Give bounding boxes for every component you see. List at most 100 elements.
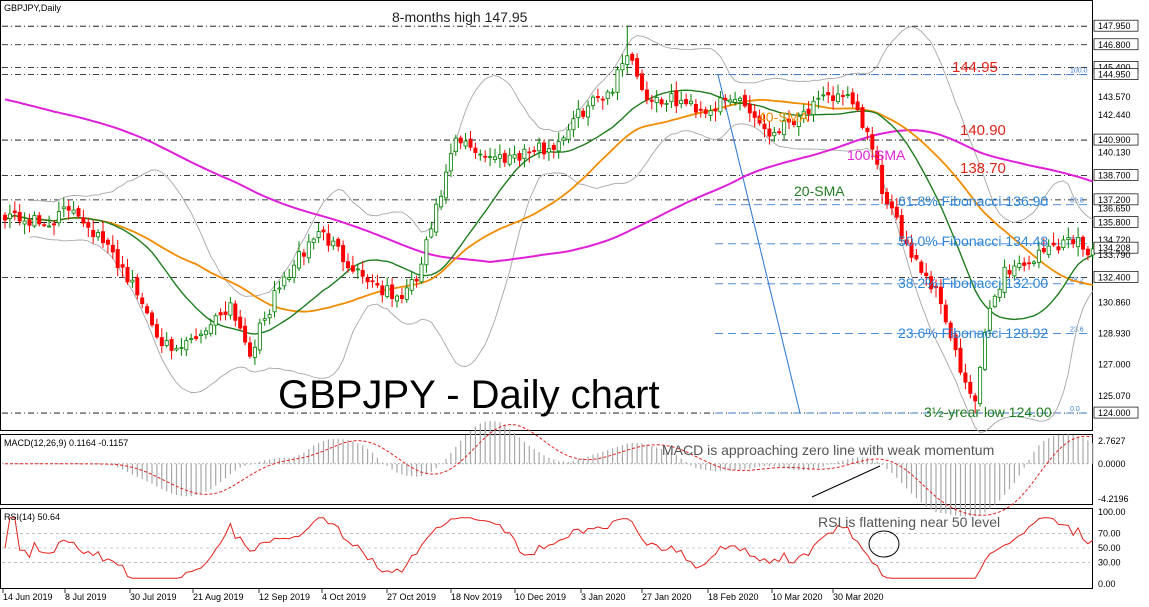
candle-body	[267, 314, 272, 319]
candle-body	[551, 144, 556, 150]
candle-body	[1036, 249, 1041, 263]
candle-body	[32, 215, 37, 227]
macd-pane-frame	[0, 434, 1093, 505]
candle-body	[845, 94, 850, 97]
price-axis-tick-label: 125.070	[1098, 391, 1131, 401]
date-axis-label: 21 Aug 2019	[193, 592, 244, 602]
candle-body	[850, 92, 855, 105]
candle-body	[296, 251, 301, 269]
rsi-pane-frame	[0, 508, 1093, 589]
rsi-axis-tick-label: 100.00	[1098, 507, 1126, 517]
fib-label-61-8: 61.8% Fibonacci 136.90	[898, 193, 1048, 209]
candle-body	[742, 95, 747, 107]
annotation-resistance-144-95: 144.95	[952, 59, 998, 76]
candle-body	[1085, 248, 1090, 256]
fibonacci-percent-label: 61.8	[1070, 198, 1084, 205]
fibonacci-levels-group: 100.061.850.038.223.60.0	[715, 68, 1088, 414]
candle-body	[968, 381, 973, 394]
candle-body	[492, 156, 497, 160]
candle-body	[42, 224, 47, 227]
candle-body	[963, 372, 968, 383]
rsi-highlight-circle	[868, 530, 900, 558]
candle-body	[331, 240, 336, 247]
candle-body	[997, 288, 1002, 298]
price-pane-frame	[0, 0, 1093, 431]
price-axis-tick-label: 136.650	[1098, 204, 1131, 214]
label-100-sma: 100-SMA	[847, 147, 906, 163]
candle-body	[66, 206, 71, 211]
price-axis-tick-label: 147.950	[1098, 21, 1131, 31]
candle-body	[174, 347, 179, 351]
candle-body	[978, 367, 983, 405]
candle-body	[194, 336, 199, 340]
candle-body	[1051, 242, 1056, 246]
candle-body	[458, 137, 463, 144]
date-axis-label: 12 Sep 2019	[259, 592, 310, 602]
candle-body	[571, 118, 576, 131]
price-axis-tag-box	[1093, 241, 1139, 254]
candle-body	[1071, 239, 1076, 245]
candle-body	[757, 115, 762, 124]
candle-body	[840, 95, 845, 97]
candle-body	[355, 268, 360, 271]
rsi-axis-tick-label: 70.00	[1098, 529, 1121, 539]
candle-body	[684, 99, 689, 105]
candles-group	[3, 26, 1095, 414]
candle-body	[880, 164, 885, 195]
rsi-note: RSI is flattening near 50 level	[818, 514, 1000, 530]
price-axis-tag-box	[1093, 38, 1139, 51]
candle-body	[894, 206, 899, 218]
candle-body	[7, 213, 12, 219]
candle-body	[135, 277, 140, 296]
candle-body	[12, 210, 17, 213]
candle-body	[556, 141, 561, 152]
candle-body	[644, 89, 649, 101]
candle-body	[184, 340, 189, 351]
price-axis-tick-label: 124.000	[1098, 408, 1131, 418]
date-axis-label: 14 Jun 2019	[3, 592, 53, 602]
candle-body	[76, 208, 81, 217]
candle-body	[909, 242, 914, 258]
date-axis-label: 3 Jan 2020	[581, 592, 626, 602]
candle-body	[316, 231, 321, 238]
candle-body	[914, 254, 919, 260]
candle-body	[350, 265, 355, 272]
candle-body	[698, 108, 703, 111]
symbol-label: GBPJPY,Daily	[4, 3, 61, 13]
candle-body	[385, 285, 390, 297]
fibonacci-percent-label: 100.0	[1070, 68, 1088, 75]
date-axis-label: 10 Dec 2019	[515, 592, 566, 602]
annotation-8-month-high: 8-months high 147.95	[392, 9, 528, 25]
candle-body	[938, 286, 943, 305]
date-axis-label: 10 Mar 2020	[772, 592, 823, 602]
candle-body	[463, 140, 468, 147]
candle-body	[527, 151, 532, 154]
fibonacci-percent-label: 38.2	[1070, 277, 1084, 284]
candle-body	[282, 276, 287, 287]
macd-pane-title: MACD(12,26,9) 0.1164 -0.1157	[4, 438, 128, 448]
candle-body	[47, 225, 52, 228]
candle-body	[1061, 239, 1066, 248]
candle-body	[169, 339, 174, 351]
candle-body	[390, 284, 395, 299]
candle-body	[321, 229, 326, 233]
candle-body	[674, 90, 679, 107]
candle-body	[787, 118, 792, 123]
candle-body	[360, 270, 365, 277]
price-axis-tag-box	[1093, 169, 1139, 181]
candle-body	[3, 214, 8, 221]
candle-body	[581, 110, 586, 117]
candle-body	[811, 100, 816, 116]
candle-body	[394, 295, 399, 302]
sma-40-line	[4, 99, 1093, 313]
candle-body	[145, 306, 150, 314]
candle-body	[223, 311, 228, 315]
candle-body	[71, 209, 76, 214]
candle-body	[414, 278, 419, 282]
fibonacci-swing-line	[717, 74, 801, 414]
price-axis-tag-box	[1093, 216, 1139, 228]
candle-body	[987, 307, 992, 331]
date-axis-group: 14 Jun 2019 8 Jul 2019 30 Jul 2019 21 Aug 2…	[2, 589, 884, 602]
price-axis-tick-label: 143.570	[1098, 92, 1131, 102]
candle-body	[943, 304, 948, 323]
